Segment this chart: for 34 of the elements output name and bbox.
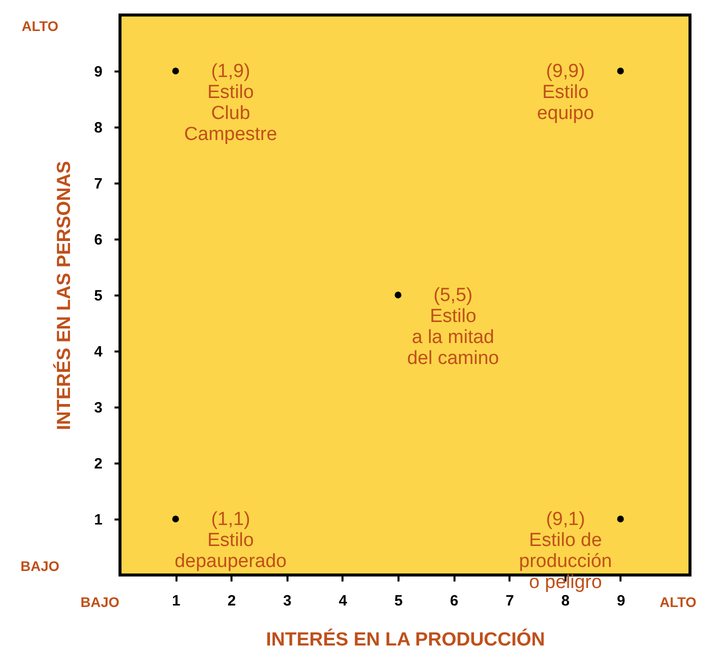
x-tick-label: 8	[561, 592, 570, 610]
y-tick-label: 7	[94, 176, 102, 192]
x-tick-label: 4	[338, 592, 348, 610]
point	[394, 292, 402, 298]
x-tick-label: 5	[394, 592, 403, 610]
y-tick-label: 1	[94, 512, 102, 528]
annotation: (9,9) Estilo equipo	[536, 61, 594, 124]
y-tick-label: 3	[94, 400, 102, 416]
point	[172, 516, 179, 522]
x-tick-label: 7	[506, 592, 514, 610]
point	[172, 68, 179, 74]
text: BAJO	[20, 558, 60, 574]
y-tick-label: 2	[94, 456, 102, 472]
text: ALTO	[22, 18, 59, 34]
point	[617, 68, 624, 74]
y-axis-title: INTERÉS EN LAS PERSONAS	[53, 160, 76, 430]
annotation: (5,5) Estilo a la mitad del camino	[407, 285, 499, 369]
y-tick-label: 5	[94, 288, 102, 304]
y-tick-label: 8	[94, 120, 102, 136]
annotation: (9,1) Estilo de producción o peligro	[519, 509, 612, 593]
y-tick-label: 4	[94, 344, 104, 360]
y-tick-label: 6	[94, 232, 102, 248]
annotation: (1,1) Estilo depauperado	[174, 509, 287, 572]
x-tick-label: 6	[450, 592, 458, 610]
x-tick-label: 9	[616, 592, 626, 610]
x-tick-label: 1	[172, 592, 180, 610]
point	[617, 516, 624, 522]
x-tick-label: 3	[283, 592, 292, 610]
text: ALTO	[660, 594, 697, 610]
x-axis-title: INTERÉS EN LA PRODUCCIÓN	[266, 628, 546, 650]
annotation: (1,9) Estilo Club Campestre	[184, 61, 278, 145]
x-tick-label: 2	[228, 592, 236, 610]
y-tick-label: 9	[94, 64, 102, 80]
text: BAJO	[80, 594, 120, 610]
